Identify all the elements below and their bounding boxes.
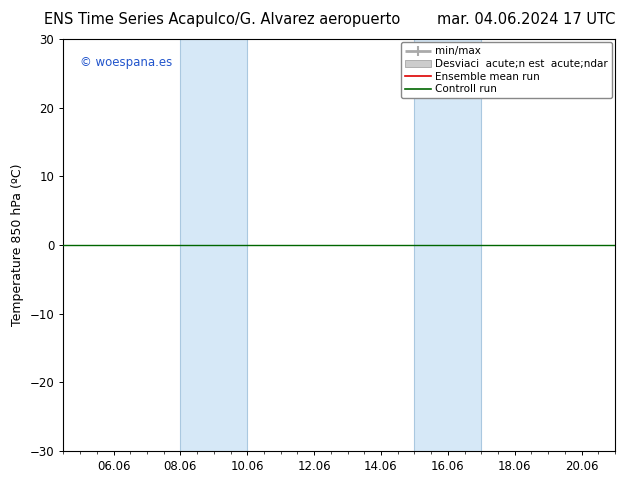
Text: © woespana.es: © woespana.es bbox=[80, 56, 172, 69]
Text: mar. 04.06.2024 17 UTC: mar. 04.06.2024 17 UTC bbox=[437, 12, 615, 27]
Bar bbox=[415, 39, 481, 451]
Text: ENS Time Series Acapulco/G. Alvarez aeropuerto: ENS Time Series Acapulco/G. Alvarez aero… bbox=[44, 12, 400, 27]
Bar bbox=[181, 39, 247, 451]
Legend: min/max, Desviaci  acute;n est  acute;ndar, Ensemble mean run, Controll run: min/max, Desviaci acute;n est acute;ndar… bbox=[401, 42, 612, 98]
Y-axis label: Temperature 850 hPa (ºC): Temperature 850 hPa (ºC) bbox=[11, 164, 24, 326]
